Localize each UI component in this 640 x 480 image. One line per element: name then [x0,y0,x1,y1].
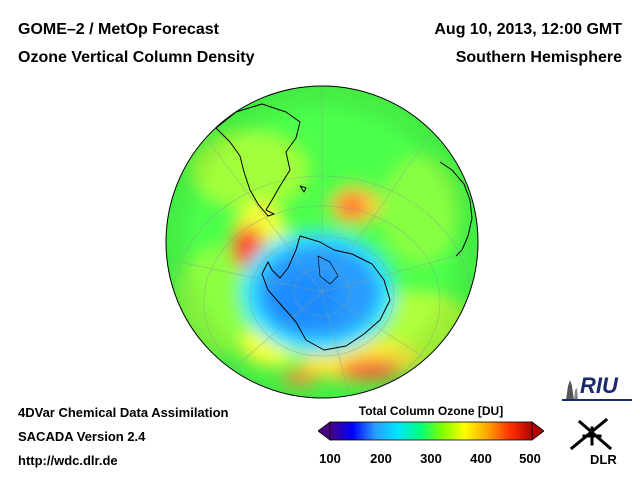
footer-line1: 4DVar Chemical Data Assimilation [18,405,229,420]
colorbar-tick: 500 [519,451,541,466]
title-left-line1: GOME–2 / MetOp Forecast [18,21,219,38]
colorbar-title: Total Column Ozone [DU] [358,404,504,418]
colorbar-min-arrow [318,421,331,441]
colorbar-tick: 100 [319,451,341,466]
south-america-coastline [215,103,301,217]
colorbar-tick: 400 [470,451,492,466]
africa-coastline [439,161,473,257]
title-left-line2: Ozone Vertical Column Density [18,49,255,66]
colorbar-tick: 200 [370,451,392,466]
antarctica-coastline [261,235,391,351]
ozone-field [166,86,478,398]
colorbar-max-arrow [531,421,544,441]
globe-outline [165,85,479,399]
footer-line2: SACADA Version 2.4 [18,429,146,444]
dlr-logo-text: DLR [590,452,617,467]
footer-url: http://wdc.dlr.de [18,453,118,468]
colorbar [318,421,544,441]
colorbar-tick: 300 [420,451,442,466]
riu-logo-text: RIU [580,373,618,398]
dlr-logo-mark [569,417,613,451]
title-right-line1: Aug 10, 2013, 12:00 GMT [434,21,622,38]
title-right-line2: Southern Hemisphere [455,49,622,66]
colorbar-gradient [329,421,533,441]
riu-logo-mark [562,380,632,401]
